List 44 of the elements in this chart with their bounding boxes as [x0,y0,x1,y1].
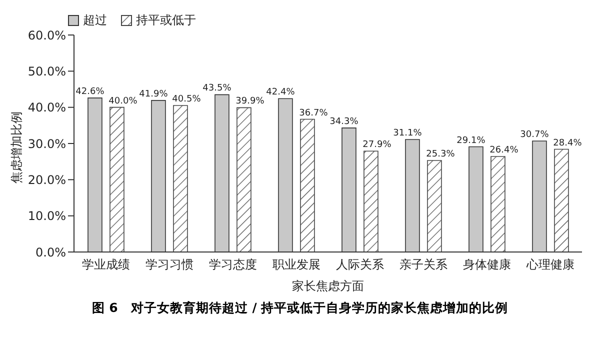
x-tick-label: 学业成绩 [82,258,130,272]
bar [110,106,124,252]
data-label: 31.1% [393,128,422,139]
y-axis-title: 焦虑增加比例 [9,112,24,184]
x-tick-label: 亲子关系 [399,258,448,272]
data-label: 42.6% [76,86,105,97]
bar [427,160,442,252]
y-tick-label: 0.0% [36,245,66,260]
bar [236,107,252,252]
bar [173,105,188,252]
data-label: 36.7% [299,108,328,118]
y-tick-label: 60.0% [28,28,66,42]
bar [490,156,506,252]
y-tick-label: 20.0% [28,172,66,187]
x-tick-label: 身体健康 [462,258,511,272]
data-label: 42.4% [266,88,296,98]
x-tick-label: 人际关系 [336,258,384,272]
y-tick-label: 40.0% [28,100,66,115]
data-label: 30.7% [520,130,550,140]
y-tick-label: 10.0% [28,209,66,224]
data-label: 40.0% [108,96,138,106]
data-label: 43.5% [202,84,232,94]
y-tick-label: 50.0% [28,64,66,78]
data-label: 27.9% [362,140,392,150]
text: 图 6 对子女教育期待超过 / 持平或低于自身学历的家长焦虑增加的比例 [90,300,510,317]
data-label: 26.4% [490,146,519,156]
bar [364,150,378,252]
legend-label: 超过 [82,12,107,29]
data-label: 41.9% [139,89,168,100]
data-label: 25.3% [426,150,456,160]
x-tick-label: 学习态度 [208,258,257,272]
data-label: 40.5% [172,94,202,105]
x-tick-label: 职业发展 [272,258,320,272]
data-label: 39.9% [236,96,265,107]
bar [300,118,315,252]
x-tick-label: 学习习惯 [145,258,194,272]
bar [554,148,569,252]
data-label: 34.3% [330,116,359,127]
data-label: 29.1% [456,136,486,146]
x-axis-title: 家长焦虑方面 [292,279,364,293]
y-tick-label: 30.0% [28,136,66,151]
data-label: 28.4% [553,138,582,148]
legend-label: 持平或低于 [135,12,196,29]
x-tick-label: 心理健康 [525,258,574,272]
